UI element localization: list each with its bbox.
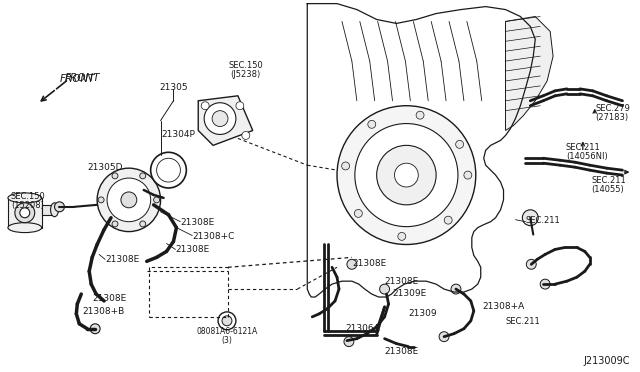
Text: 21308E: 21308E xyxy=(352,259,386,268)
Text: 21304P: 21304P xyxy=(161,131,195,140)
Text: SEC.211: SEC.211 xyxy=(506,317,540,326)
Text: 21308+B: 21308+B xyxy=(83,307,125,316)
Circle shape xyxy=(337,106,476,244)
Circle shape xyxy=(444,216,452,224)
Polygon shape xyxy=(8,198,42,228)
Circle shape xyxy=(236,102,244,110)
Circle shape xyxy=(380,284,390,294)
Circle shape xyxy=(15,203,35,223)
Circle shape xyxy=(112,221,118,227)
Text: 21308+A: 21308+A xyxy=(483,302,525,311)
Text: 21308E: 21308E xyxy=(385,277,419,286)
Circle shape xyxy=(377,145,436,205)
Circle shape xyxy=(212,110,228,126)
Circle shape xyxy=(154,197,159,203)
Circle shape xyxy=(222,316,232,326)
Text: SEC.279: SEC.279 xyxy=(596,104,630,113)
Text: (14056NI): (14056NI) xyxy=(566,152,608,161)
Text: 21308E: 21308E xyxy=(180,218,214,227)
Circle shape xyxy=(107,178,150,222)
Text: J213009C: J213009C xyxy=(584,356,630,366)
Circle shape xyxy=(522,210,538,226)
Circle shape xyxy=(368,121,376,128)
Text: 21306A: 21306A xyxy=(345,324,380,333)
Circle shape xyxy=(112,173,118,179)
Circle shape xyxy=(140,221,146,227)
Circle shape xyxy=(355,124,458,227)
Text: 08081A6-6121A: 08081A6-6121A xyxy=(196,327,258,336)
Text: SEC.211: SEC.211 xyxy=(566,143,601,153)
Text: 21308E: 21308E xyxy=(92,294,127,303)
Text: (27183): (27183) xyxy=(596,113,629,122)
Text: SEC.150: SEC.150 xyxy=(10,192,45,201)
Circle shape xyxy=(201,102,209,110)
Circle shape xyxy=(416,111,424,119)
Circle shape xyxy=(90,324,100,334)
Circle shape xyxy=(355,209,362,217)
Circle shape xyxy=(347,259,357,269)
Text: 21309E: 21309E xyxy=(392,289,427,298)
Circle shape xyxy=(98,197,104,203)
Circle shape xyxy=(456,140,463,148)
Ellipse shape xyxy=(8,223,42,232)
Circle shape xyxy=(344,337,354,347)
Text: 21305: 21305 xyxy=(159,83,188,92)
Circle shape xyxy=(140,173,146,179)
Circle shape xyxy=(204,103,236,134)
Text: (3): (3) xyxy=(221,336,232,345)
Text: FRONT: FRONT xyxy=(65,73,100,83)
Circle shape xyxy=(97,168,161,232)
Text: (J5238): (J5238) xyxy=(230,70,261,79)
Circle shape xyxy=(526,259,536,269)
Circle shape xyxy=(439,332,449,341)
Polygon shape xyxy=(42,205,54,215)
Circle shape xyxy=(342,162,349,170)
Text: 21308E: 21308E xyxy=(385,347,419,356)
Text: 21309: 21309 xyxy=(408,309,437,318)
Text: (15208): (15208) xyxy=(12,201,44,210)
Text: 21308+C: 21308+C xyxy=(192,232,235,241)
Circle shape xyxy=(451,284,461,294)
Text: SEC.211: SEC.211 xyxy=(525,216,560,225)
Circle shape xyxy=(157,158,180,182)
Circle shape xyxy=(20,208,29,218)
Text: SEC.150: SEC.150 xyxy=(228,61,263,70)
Circle shape xyxy=(54,202,65,212)
Text: 21308E: 21308E xyxy=(175,246,210,254)
Polygon shape xyxy=(506,16,553,131)
Circle shape xyxy=(150,152,186,188)
Text: (14055): (14055) xyxy=(592,185,625,194)
Circle shape xyxy=(398,232,406,240)
Circle shape xyxy=(242,131,250,140)
Text: 21305D: 21305D xyxy=(87,163,123,172)
Text: SEC.211: SEC.211 xyxy=(592,176,627,185)
Circle shape xyxy=(218,312,236,330)
Circle shape xyxy=(121,192,137,208)
Circle shape xyxy=(540,279,550,289)
Text: 21308E: 21308E xyxy=(105,256,140,264)
Circle shape xyxy=(464,171,472,179)
Ellipse shape xyxy=(51,203,58,217)
Circle shape xyxy=(394,163,419,187)
Text: FRONT: FRONT xyxy=(60,74,95,84)
Polygon shape xyxy=(198,96,253,145)
Ellipse shape xyxy=(8,193,42,203)
